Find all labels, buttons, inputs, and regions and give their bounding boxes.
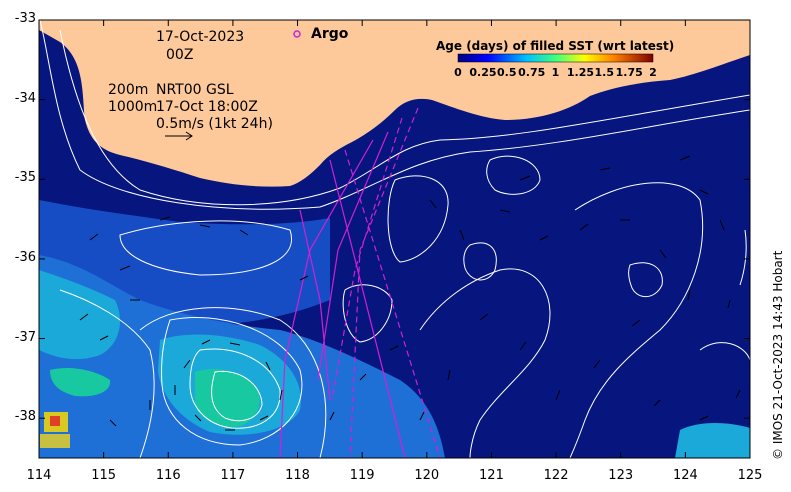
colorbar-tick-label: 1 [551, 66, 560, 79]
y-tick-label: -34 [14, 90, 36, 106]
x-tick-label: 116 [155, 468, 181, 483]
credit-label: © IMOS 21-Oct-2023 14:43 Hobart [771, 250, 785, 460]
colorbar-tick-label: 0 [454, 66, 462, 79]
x-tick-label: 123 [608, 468, 634, 483]
x-tick-label: 119 [349, 468, 375, 483]
argo-label: Argo [311, 26, 349, 42]
colorbar-tick-label: 0.25 [469, 66, 497, 79]
velocity-arrows [79, 155, 741, 431]
red-pixel-patch [50, 416, 60, 426]
colorbar-tick-label: 0.5 [497, 66, 517, 79]
colorbar-tick-label: 0.75 [518, 66, 546, 79]
depth-1000-label: 1000m [108, 99, 158, 115]
cyan-east-patch [675, 423, 750, 458]
product-label: NRT00 GSL [156, 82, 234, 98]
cyan-patch [39, 270, 120, 360]
date-label: 17-Oct-2023 [156, 29, 245, 45]
green-patch [195, 368, 260, 427]
colorbar-tick-label: 1.5 [594, 66, 615, 79]
time-label: 00Z [166, 47, 194, 63]
y-tick-label: -36 [14, 249, 36, 265]
scale-arrow [165, 131, 193, 141]
y-tick-label: -38 [14, 409, 36, 425]
product-time-label: 17-Oct 18:00Z [156, 99, 258, 115]
x-tick-label: 118 [285, 468, 310, 483]
x-tick-label: 125 [737, 468, 763, 483]
green-patch-2 [50, 368, 111, 397]
depth-200-label: 200m [108, 82, 149, 98]
mid-blue-band [39, 200, 330, 324]
colorbar-title: Age (days) of filled SST (wrt latest) [436, 39, 675, 53]
x-tick-label: 114 [26, 468, 52, 483]
colorbar-tick-label: 1.25 [566, 66, 595, 79]
argo-marker [293, 30, 301, 38]
x-tick-label: 115 [91, 468, 117, 483]
colorbar-tick-label: 1.75 [615, 66, 643, 79]
x-tick-label: 124 [672, 468, 698, 483]
yellow-pixel-patch-2 [40, 434, 70, 448]
argo-tracks [279, 107, 441, 458]
plot-frame [38, 19, 751, 459]
colorbar [457, 53, 654, 63]
x-tick-label: 121 [479, 468, 504, 483]
x-tick-label: 122 [543, 468, 569, 483]
y-tick-label: -37 [14, 329, 36, 345]
sla-contours [39, 20, 750, 458]
colorbar-tick-label: 2 [649, 66, 657, 79]
scale-label: 0.5m/s (1kt 24h) [156, 116, 273, 132]
y-tick-label: -35 [14, 170, 36, 186]
x-tick-label: 120 [414, 468, 440, 483]
y-tick-label: -33 [14, 11, 36, 26]
x-tick-label: 117 [220, 468, 246, 483]
axis-ticks [38, 19, 751, 458]
plot-area [39, 20, 750, 458]
